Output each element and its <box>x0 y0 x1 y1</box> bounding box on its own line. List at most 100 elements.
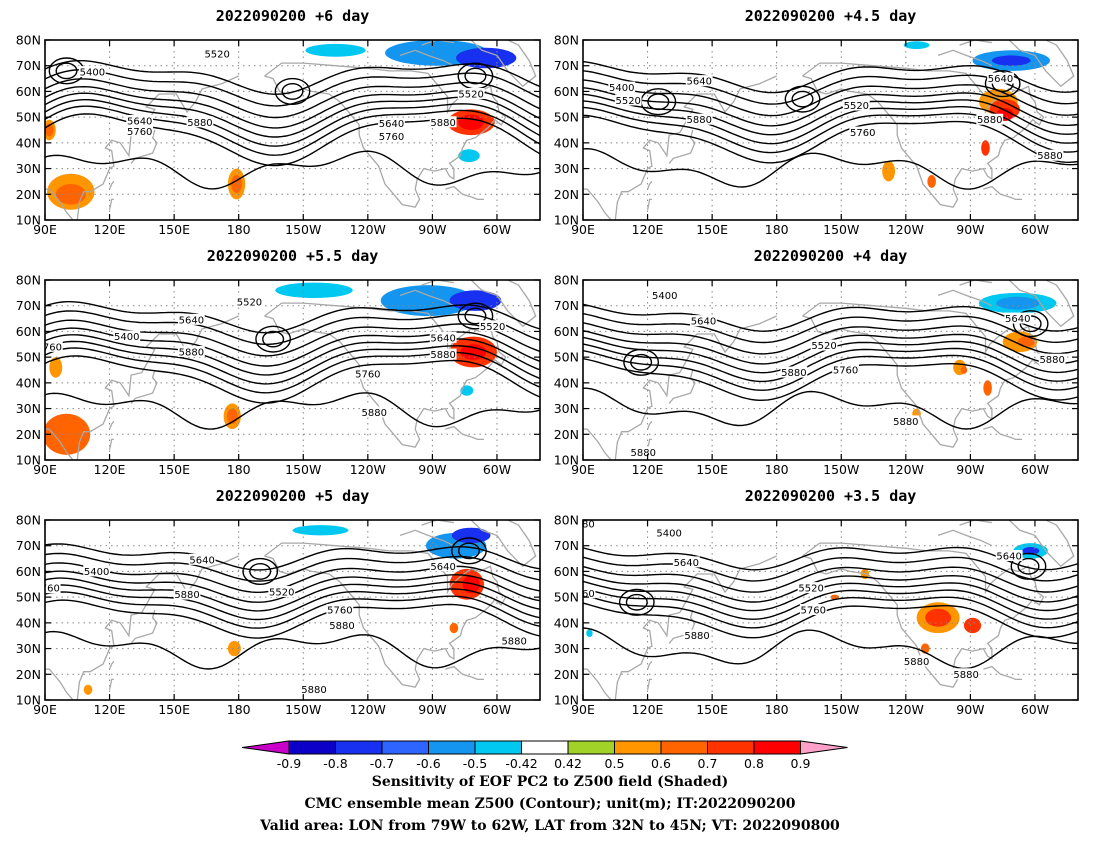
sensitivity-shading <box>55 184 86 205</box>
lon-tick-label: 60W <box>1021 462 1049 477</box>
lon-tick-label: 90E <box>33 222 57 237</box>
sensitivity-shading <box>963 617 982 634</box>
coastline <box>1008 280 1075 328</box>
contour-label: 5880 <box>1039 355 1064 366</box>
coastline <box>399 529 455 547</box>
lat-tick-label: 50N <box>16 110 41 125</box>
coastline <box>130 609 158 644</box>
z500-contour <box>45 113 540 167</box>
z500-contour <box>583 60 1078 94</box>
lon-tick-label: 150E <box>158 462 190 477</box>
coastline <box>76 555 239 700</box>
sensitivity-shading <box>925 608 952 627</box>
lon-tick-label: 150W <box>823 462 859 477</box>
colorbar-under-arrow <box>241 740 290 755</box>
lat-tick-label: 60N <box>554 324 579 339</box>
lat-tick-label: 40N <box>16 135 41 150</box>
sensitivity-shading <box>275 282 353 298</box>
lon-tick-label: 150E <box>158 702 190 717</box>
sensitivity-shading <box>292 525 349 536</box>
sensitivity-shading <box>305 43 366 57</box>
lon-tick-label: 90W <box>956 462 984 477</box>
lat-tick-label: 80N <box>16 513 41 528</box>
contour-label: 5760 <box>355 369 380 380</box>
lat-tick-label: 20N <box>16 187 41 202</box>
sensitivity-shading <box>449 290 502 311</box>
contour-label: 5760 <box>801 606 826 617</box>
closed-low-contour <box>274 77 311 105</box>
z500-contour <box>45 60 540 95</box>
coastline <box>646 678 652 690</box>
contour-label: 280 <box>576 519 595 530</box>
z500-contour <box>583 312 1078 344</box>
lat-tick-label: 30N <box>16 161 41 176</box>
lon-tick-label: 120E <box>94 702 126 717</box>
lon-tick-label: 120W <box>888 222 924 237</box>
sensitivity-shading <box>991 55 1031 66</box>
sensitivity-shading <box>460 385 474 396</box>
coastline <box>108 438 114 450</box>
coastline <box>646 180 653 190</box>
colorbar-label: 0.42 <box>554 756 582 771</box>
lon-tick-label: 90W <box>956 702 984 717</box>
z500-contour <box>583 627 1078 670</box>
panel-frame <box>44 519 541 701</box>
lat-tick-label: 40N <box>554 615 579 630</box>
z500-contour <box>583 565 1078 593</box>
z500-contour <box>45 562 540 593</box>
map-panel: 5400 5640 5880 5520 5760 5880 5640 5880 5880 5760… <box>16 487 541 717</box>
lon-tick-label: 90W <box>956 222 984 237</box>
lat-tick-label: 80N <box>16 273 41 288</box>
coastline <box>668 369 696 404</box>
coastline <box>802 62 1045 208</box>
z500-contour <box>583 602 1078 639</box>
colorbar-swatch <box>707 740 755 755</box>
colorbar-swatch <box>381 740 429 755</box>
coastline <box>108 180 115 190</box>
contour-label: 5760 <box>34 584 59 595</box>
lat-tick-label: 20N <box>554 187 579 202</box>
contour-label: 5880 <box>893 417 918 428</box>
contour-label: 5400 <box>656 528 681 539</box>
lat-tick-label: 10N <box>16 213 41 228</box>
coastline <box>470 196 484 201</box>
coastline <box>983 185 1010 198</box>
coastline <box>614 315 777 460</box>
contour-label: 5520 <box>811 341 836 352</box>
panel-title: 2022090200 +5.5 day <box>207 247 379 265</box>
lat-tick-label: 30N <box>554 641 579 656</box>
contour-label: 5520 <box>269 588 294 599</box>
colorbar-swatch <box>428 740 476 755</box>
colorbar-label: 0.8 <box>744 756 764 771</box>
coastline <box>614 555 777 700</box>
z500-contour <box>583 87 1078 127</box>
contour-label: 5400 <box>84 567 109 578</box>
panel-title: 2022090200 +5 day <box>216 487 370 505</box>
contour-label: 5520 <box>844 101 869 112</box>
sensitivity-shading <box>996 296 1040 310</box>
z500-contour <box>45 355 540 404</box>
closed-low-contour <box>255 325 292 353</box>
closed-low-contour <box>242 557 279 585</box>
colorbar-swatch <box>474 740 522 755</box>
lon-tick-label: 90E <box>571 702 595 717</box>
z500-contour <box>45 584 540 621</box>
sensitivity-shading <box>981 140 990 156</box>
contour-label: 5640 <box>674 558 699 569</box>
coastline <box>1008 676 1022 681</box>
map-panel: 5400 5640 5880 5520 5760 5760 5880 5640 5880 5520… <box>16 247 541 477</box>
colorbar-label: -0.7 <box>370 756 394 771</box>
contour-label: 5640 <box>179 315 204 326</box>
panel-frame <box>582 519 1079 701</box>
z500-contour <box>45 334 540 376</box>
lat-tick-label: 40N <box>16 375 41 390</box>
lat-tick-label: 20N <box>554 667 579 682</box>
coastline <box>470 520 537 568</box>
coastline <box>1008 436 1022 441</box>
contour-label: 5400 <box>652 291 677 302</box>
closed-low-contour <box>451 537 487 565</box>
contour-label: 5760 <box>379 132 404 143</box>
lon-tick-label: 90E <box>33 702 57 717</box>
